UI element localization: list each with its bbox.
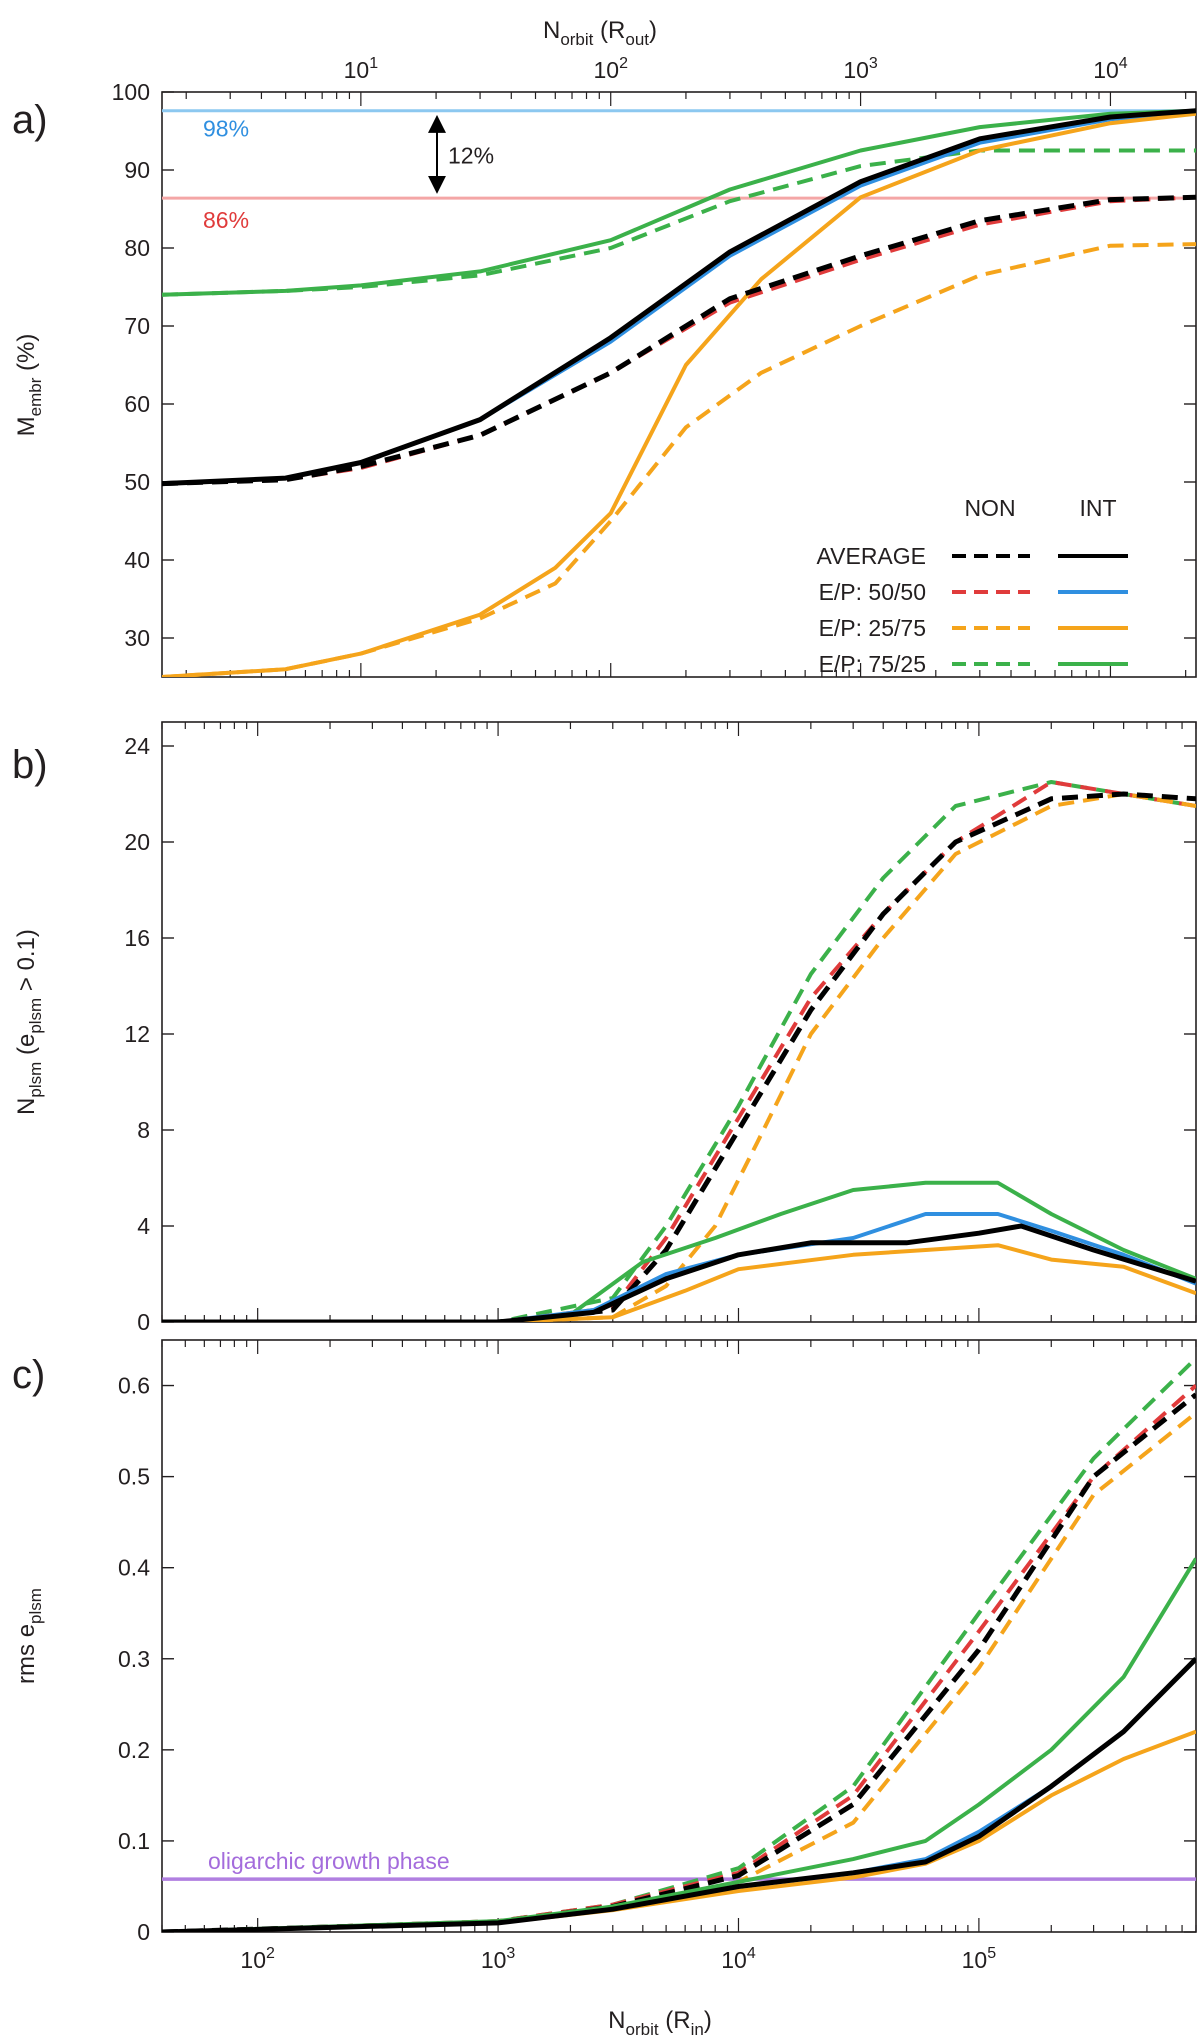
panel-frame — [161, 1339, 1197, 1933]
panel-b-axes: 0 4 8 12 16 20 24 — [124, 721, 1197, 1335]
series-e-p-75-25-non — [162, 1356, 1196, 1932]
panel-c-ylabel: rms eplsm — [13, 1588, 45, 1684]
legend: NON INT AVERAGE E/P: 50/50 E/P: 25/75 E/P: 75… — [817, 495, 1128, 677]
y-tick-label: 50 — [124, 469, 150, 495]
y-tick-label: 0.4 — [118, 1555, 150, 1581]
y-tick-label: 40 — [124, 547, 150, 573]
panel-a-ylabel: Membr (%) — [13, 334, 45, 437]
panel-b-series — [162, 780, 1196, 1322]
series-e-p-75-25-int — [162, 108, 1196, 297]
y-tick-label: 80 — [124, 235, 150, 261]
panel-a-series — [162, 108, 1196, 677]
legend-header-non: NON — [964, 495, 1015, 521]
oligarchic-growth-label: oligarchic growth phase — [208, 1848, 450, 1874]
y-tick-label: 0 — [137, 1309, 150, 1335]
x-tick-label: 104 — [721, 1945, 756, 1973]
y-tick-label: 100 — [112, 79, 150, 105]
series-average-int — [162, 1657, 1196, 1932]
panel-a: 30 40 50 60 70 80 90 100 101 102 103 104 98% 86% 12%… — [112, 55, 1197, 678]
y-tick-label: 8 — [137, 1117, 150, 1143]
series-e-p-75-25-non — [162, 780, 1196, 1322]
series-average-int — [162, 1223, 1196, 1322]
panel-frame — [161, 721, 1197, 1323]
y-tick-label: 30 — [124, 625, 150, 651]
series-e-p-25-75-int — [162, 1243, 1196, 1322]
top-x-tick-label: 102 — [593, 55, 628, 83]
series-e-p-25-75-non — [162, 242, 1196, 677]
top-x-tick-label: 103 — [843, 55, 878, 83]
top-x-tick-label: 104 — [1093, 55, 1128, 83]
panel-c-axes: 0 0.1 0.2 0.3 0.4 0.5 0.6 102 103 104 105 — [118, 1339, 1197, 1973]
panel-a-reference-lines: 98% 86% — [162, 109, 1196, 233]
series-e-p-25-75-non — [162, 792, 1196, 1322]
x-tick-label: 102 — [240, 1945, 275, 1973]
legend-label-e-p-25-75: E/P: 25/75 — [819, 615, 926, 641]
bottom-axis-title: Norbit (Rin) — [608, 2007, 712, 2037]
series-e-p-75-25-int — [162, 1557, 1196, 1932]
reference-label-86: 86% — [203, 207, 249, 233]
y-tick-label: 0 — [137, 1919, 150, 1945]
top-x-tick-label: 101 — [344, 55, 379, 83]
panel-b-label: b) — [12, 743, 48, 787]
y-tick-label: 16 — [124, 925, 150, 951]
series-average-non — [162, 194, 1196, 487]
legend-label-e-p-75-25: E/P: 75/25 — [819, 651, 926, 677]
y-tick-label: 24 — [124, 733, 150, 759]
series-e-p-25-75-int — [162, 1729, 1196, 1932]
y-tick-label: 0.5 — [118, 1464, 150, 1490]
series-e-p-75-25-int — [162, 1180, 1196, 1322]
series-e-p-50-50-non — [162, 195, 1196, 486]
panel-a-label: a) — [12, 98, 48, 142]
panel-b-ylabel: Nplsm (eplsm > 0.1) — [13, 929, 45, 1115]
y-tick-label: 4 — [137, 1213, 150, 1239]
top-axis-title: Norbit (Rout) — [543, 17, 657, 49]
reference-label-98: 98% — [203, 116, 249, 142]
difference-label: 12% — [448, 142, 494, 168]
panel-a-axes: 30 40 50 60 70 80 90 100 101 102 103 104 — [112, 55, 1197, 678]
series-e-p-50-50-int — [162, 109, 1196, 486]
series-e-p-75-25-non — [162, 148, 1196, 297]
legend-header-int: INT — [1079, 495, 1116, 521]
panel-a-annotations: 12% — [428, 114, 494, 194]
y-tick-label: 0.6 — [118, 1373, 150, 1399]
x-tick-label: 105 — [962, 1945, 997, 1973]
panel-c-series — [162, 1356, 1196, 1932]
y-tick-label: 0.3 — [118, 1646, 150, 1672]
y-tick-label: 12 — [124, 1021, 150, 1047]
legend-label-e-p-50-50: E/P: 50/50 — [819, 579, 926, 605]
panel-c-label: c) — [12, 1353, 45, 1397]
x-tick-label: 103 — [481, 1945, 516, 1973]
y-tick-label: 0.1 — [118, 1828, 150, 1854]
panel-b: 0 4 8 12 16 20 24 — [124, 721, 1197, 1335]
y-tick-label: 20 — [124, 829, 150, 855]
y-tick-label: 0.2 — [118, 1737, 150, 1763]
panel-frame — [161, 91, 1197, 678]
y-tick-label: 90 — [124, 157, 150, 183]
legend-label-average: AVERAGE — [817, 543, 927, 569]
series-average-int — [162, 108, 1196, 487]
y-tick-label: 60 — [124, 391, 150, 417]
panel-c: 0 0.1 0.2 0.3 0.4 0.5 0.6 102 103 104 105 oligarch… — [118, 1339, 1197, 1973]
y-tick-label: 70 — [124, 313, 150, 339]
series-average-non — [162, 791, 1196, 1322]
panel-c-reference-line: oligarchic growth phase — [162, 1848, 1196, 1881]
series-e-p-50-50-non — [162, 780, 1196, 1322]
